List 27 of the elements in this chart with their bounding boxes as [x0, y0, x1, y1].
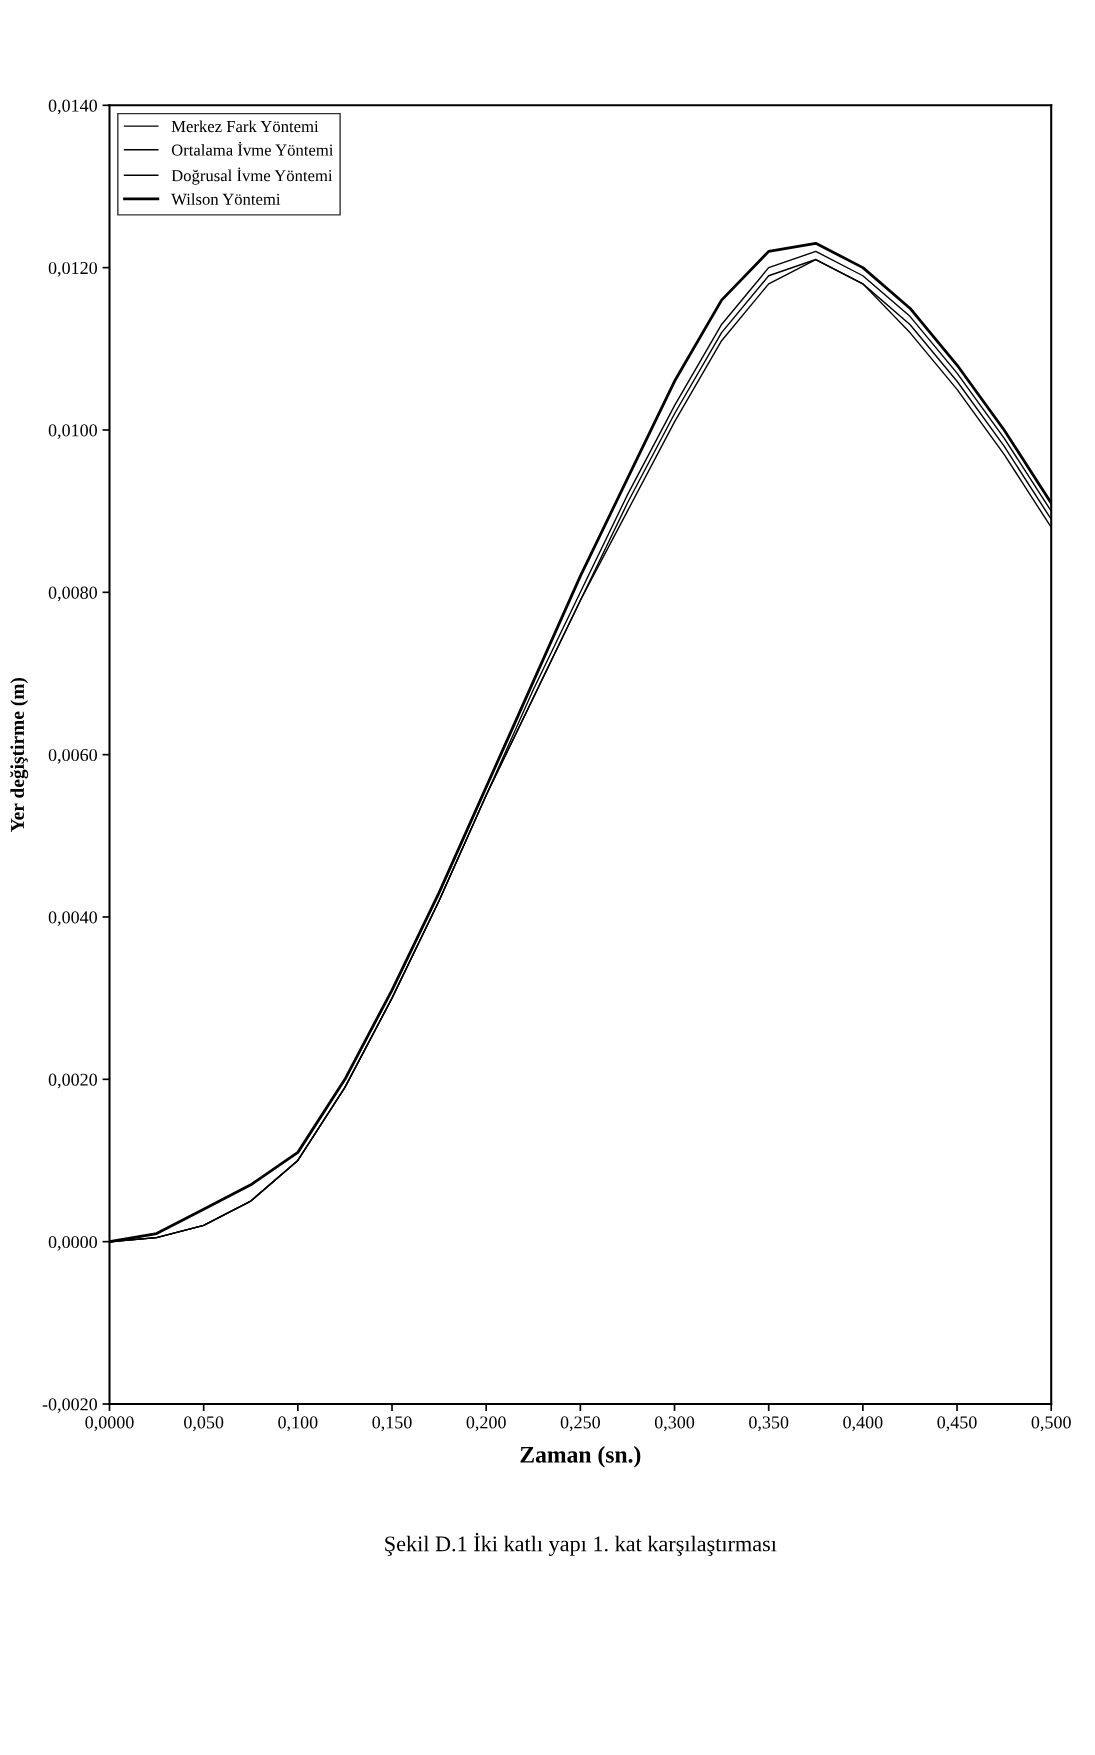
y-axis-title: Yer değiştirme (m): [10, 677, 29, 832]
y-tick-label: 0,0000: [48, 1235, 98, 1251]
x-tick-label: 0,350: [749, 1416, 789, 1432]
legend-label: Doğrusal İvme Yöntemi: [171, 167, 333, 185]
x-tick-label: 0,450: [937, 1416, 977, 1432]
x-tick-label: 0,400: [843, 1416, 883, 1432]
legend-label: Merkez Fark Yöntemi: [171, 120, 319, 133]
x-tick-label: 0,500: [1031, 1416, 1071, 1432]
y-tick-label: 0,0080: [48, 586, 98, 602]
text: Şekil D.1 İki katlı yapı 1. kat karşılaştırması: [385, 1532, 777, 1556]
y-tick-label: 0,0100: [48, 424, 98, 440]
x-tick-label: 0,200: [466, 1416, 506, 1432]
y-tick-label: 0,0060: [48, 748, 98, 764]
x-tick-label: 0,250: [560, 1416, 600, 1432]
x-tick-label: 0,0000: [85, 1416, 134, 1432]
x-tick-label: 0,100: [278, 1416, 318, 1432]
y-tick-label: 0,0020: [48, 1073, 98, 1089]
x-tick-label: 0,050: [184, 1416, 224, 1432]
x-tick-label: 0,300: [654, 1416, 695, 1432]
y-tick-label: 0,0040: [48, 911, 98, 927]
y-tick-label: 0,0120: [48, 261, 98, 277]
x-axis-title: Zaman (sn.): [520, 1446, 641, 1468]
legend-label: Wilson Yöntemi: [171, 193, 281, 205]
y-tick-label: 0,0140: [48, 99, 98, 115]
y-tick-label: -0,0020: [42, 1398, 98, 1414]
x-tick-label: 0,150: [372, 1416, 412, 1432]
legend-label: Ortalama İvme Yöntemi: [171, 141, 334, 156]
